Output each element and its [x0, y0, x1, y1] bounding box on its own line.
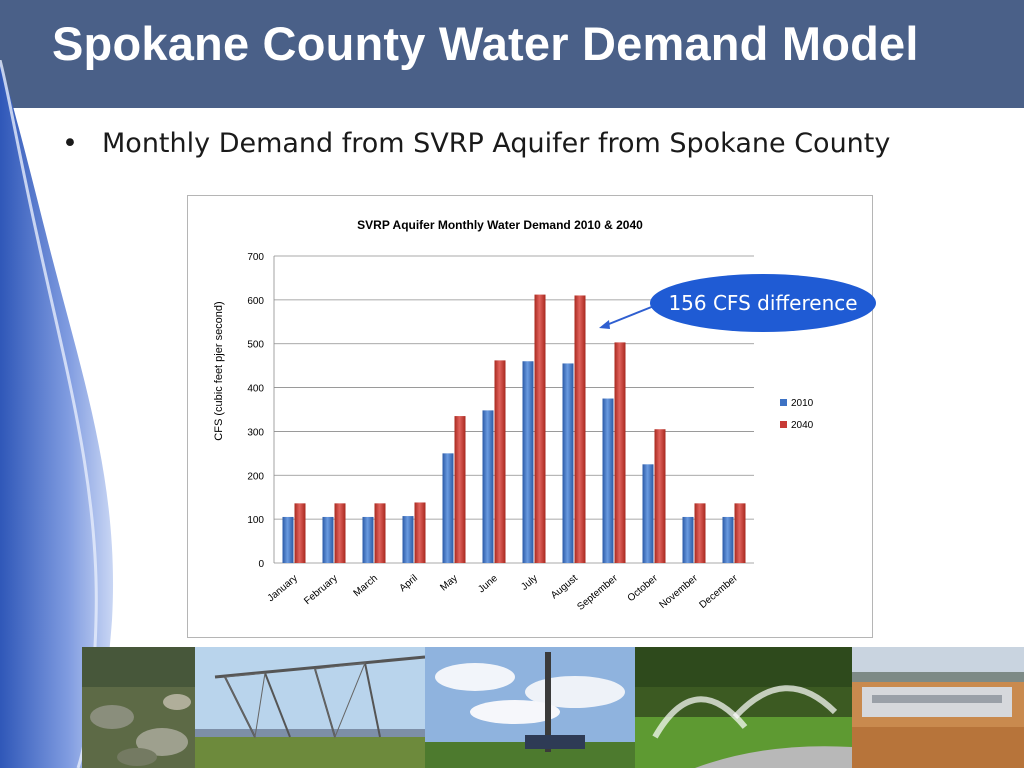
bar-2010-october — [642, 464, 654, 563]
bar-2010-february — [322, 516, 334, 563]
x-tick-label: August — [549, 573, 580, 602]
bars — [282, 294, 746, 563]
bar-2010-april — [402, 516, 414, 563]
bar-2010-november — [682, 516, 694, 563]
slide-title: Spokane County Water Demand Model — [52, 17, 919, 70]
legend-label: 2010 — [791, 398, 814, 409]
drilling-rig-photo — [425, 647, 635, 768]
y-tick-label: 100 — [247, 515, 264, 526]
bar-2040-december — [734, 503, 746, 563]
bar-2010-january — [282, 516, 294, 563]
photo-strip — [82, 647, 1024, 768]
industrial-site-photo — [852, 647, 1024, 768]
bar-2040-june — [494, 360, 506, 563]
bullet-symbol: • — [62, 128, 78, 159]
creek-photo — [82, 647, 195, 768]
x-tick-label: October — [626, 572, 661, 604]
chart-title: SVRP Aquifer Monthly Water Demand 2010 &… — [357, 218, 643, 232]
callout-arrow — [599, 305, 655, 329]
bar-2040-october — [654, 429, 666, 563]
bar-2040-september — [614, 342, 626, 563]
y-tick-label: 0 — [258, 559, 264, 570]
bar-2040-november — [694, 503, 706, 563]
y-tick-label: 700 — [247, 252, 264, 263]
y-tick-label: 500 — [247, 340, 264, 351]
x-tick-label: September — [575, 572, 620, 612]
bar-2010-december — [722, 516, 734, 563]
chart-frame: SVRP Aquifer Monthly Water Demand 2010 &… — [187, 195, 873, 638]
bar-2010-july — [522, 361, 534, 563]
legend-swatch — [780, 421, 787, 428]
bar-2040-january — [294, 503, 306, 563]
bar-2040-august — [574, 295, 586, 563]
y-tick-label: 300 — [247, 427, 264, 438]
x-tick-label: April — [398, 573, 420, 594]
x-tick-label: July — [519, 573, 540, 593]
legend-label: 2040 — [791, 420, 814, 431]
y-tick-label: 400 — [247, 384, 264, 395]
bullet-point: • Monthly Demand from SVRP Aquifer from S… — [62, 128, 890, 159]
bar-2040-july — [534, 294, 546, 563]
bar-chart: SVRP Aquifer Monthly Water Demand 2010 &… — [213, 218, 814, 613]
bar-2040-march — [374, 503, 386, 563]
bar-2040-april — [414, 502, 426, 563]
title-bar — [0, 0, 1024, 108]
x-tick-label: June — [476, 573, 500, 596]
x-tick-label: November — [658, 572, 701, 611]
x-tick-label: May — [438, 573, 460, 594]
y-axis-label: CFS (cubic feet pjer second) — [213, 301, 225, 440]
x-tick-label: December — [698, 572, 741, 611]
bar-2010-june — [482, 410, 494, 563]
bullet-text: Monthly Demand from SVRP Aquifer from Sp… — [102, 128, 891, 159]
irrigation-pivot-photo — [195, 647, 425, 768]
x-tick-label: January — [266, 573, 300, 604]
gridlines — [273, 255, 754, 564]
bar-2040-february — [334, 503, 346, 563]
callout-text: 156 CFS difference — [668, 291, 858, 315]
legend-swatch — [780, 399, 787, 406]
bar-2010-september — [602, 398, 614, 563]
legend: 2010 2040 — [780, 398, 814, 431]
x-tick-label: February — [302, 573, 340, 607]
bar-2010-may — [442, 453, 454, 563]
x-tick-label: March — [352, 573, 380, 599]
callout-bubble: 156 CFS difference — [650, 274, 876, 332]
bar-2040-may — [454, 416, 466, 563]
y-tick-label: 600 — [247, 296, 264, 307]
sprinkler-photo — [635, 647, 852, 768]
bar-2010-march — [362, 516, 374, 563]
bar-2010-august — [562, 363, 574, 563]
y-tick-label: 200 — [247, 471, 264, 482]
